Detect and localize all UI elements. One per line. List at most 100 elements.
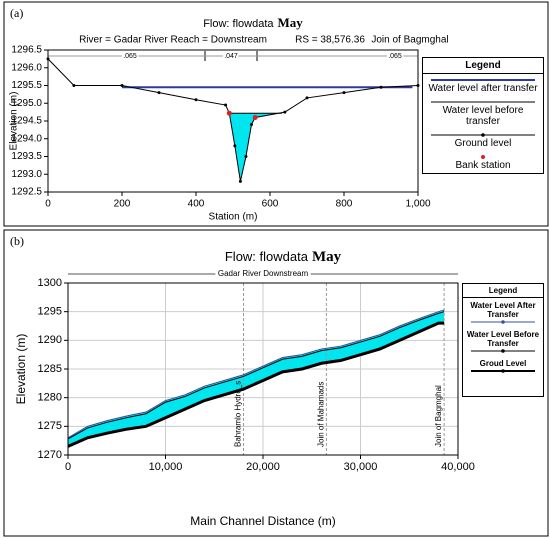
legend-swatch <box>471 369 535 373</box>
y-tick-label: 1293.5 <box>11 151 42 162</box>
legend-swatch <box>431 101 535 103</box>
legend-label: Bank station <box>455 160 511 171</box>
y-tick-label: 1285 <box>38 363 62 375</box>
legend-label: Water level before transfer <box>442 105 524 127</box>
legend-swatch <box>431 133 535 137</box>
chart-title: Flow: flowdata May <box>203 15 303 30</box>
x-tick-label: 0 <box>65 461 71 473</box>
title-text: Flow: flowdata <box>225 249 309 264</box>
legend-entry: Water Level Before Transfer <box>463 327 543 356</box>
legend-swatch <box>431 79 535 81</box>
x-tick-label: 40,000 <box>441 461 475 473</box>
data-point <box>250 123 253 127</box>
legend-entry: Water level after transfer <box>423 74 543 96</box>
x-tick-label: 800 <box>336 199 353 210</box>
title-emphasis: May <box>312 249 342 265</box>
panel-label: (b) <box>10 234 24 248</box>
x-axis-label: Station (m) <box>209 212 258 223</box>
series-line <box>67 311 445 440</box>
series-line <box>67 321 445 448</box>
y-tick-label: 1300 <box>38 277 62 289</box>
subtitle: Join of Bagmghal <box>371 35 448 46</box>
manning-value: .065 <box>388 53 402 60</box>
x-tick-label: 30,000 <box>344 461 378 473</box>
x-tick-label: 20,000 <box>246 461 280 473</box>
reach-label: Gadar River Downstream <box>218 269 309 278</box>
data-point <box>224 103 228 107</box>
legend-entry: Water level before transfer <box>423 96 543 129</box>
y-axis-label: Elevation (m) <box>9 92 20 151</box>
y-tick-label: 1290 <box>38 334 62 346</box>
x-axis-label: Main Channel Distance (m) <box>190 514 335 528</box>
data-point <box>120 84 124 87</box>
y-tick-label: 1294.5 <box>11 116 42 127</box>
panel-label: (a) <box>10 6 23 20</box>
subtitle: RS = 38,576.36 <box>295 35 365 46</box>
legend-entry: Water Level After Transfer <box>463 298 543 327</box>
x-tick-label: 400 <box>188 199 205 210</box>
y-tick-label: 1294.0 <box>11 133 42 144</box>
y-tick-label: 1270 <box>38 449 62 461</box>
legend-title: Legend <box>423 58 543 74</box>
panel-frame <box>3 229 549 537</box>
legend-marker <box>501 349 505 353</box>
plot-border <box>47 49 419 193</box>
y-tick-label: 1292.5 <box>11 187 42 198</box>
legend-entry: Groud Level <box>463 356 543 376</box>
legend-entry: Ground level <box>423 129 543 151</box>
annotation-label: Join of Mahamads <box>316 382 325 447</box>
legend: Legend Water Level After Transfer Water Le… <box>462 283 544 397</box>
annotation-label: Bahramlo Hydro_s <box>234 381 243 447</box>
legend-swatch <box>471 349 535 353</box>
legend-label: Groud Level <box>479 359 527 368</box>
plot-border <box>67 282 459 456</box>
data-point <box>252 114 258 120</box>
y-tick-label: 1295.0 <box>11 98 42 109</box>
x-tick-label: 200 <box>114 199 131 210</box>
panel-frame <box>3 1 549 227</box>
data-point <box>244 155 248 158</box>
annotation-label: Join of Bagmghal <box>434 385 443 447</box>
y-tick-label: 1295 <box>38 306 62 318</box>
legend-label: Water Level Before Transfer <box>466 330 540 348</box>
subtitle: River = Gadar River Reach = Downstream <box>79 35 267 46</box>
legend-marker <box>481 133 485 137</box>
y-tick-label: 1296.5 <box>11 45 42 56</box>
panel: (a) Flow: flowdata May River = Gadar River … <box>3 1 549 227</box>
legend-entry: Bank station <box>423 151 543 173</box>
y-tick-label: 1293.0 <box>11 169 42 180</box>
manning-value: .047 <box>224 53 238 60</box>
x-tick-label: 0 <box>45 199 51 210</box>
data-point <box>72 84 76 87</box>
y-tick-label: 1275 <box>38 420 62 432</box>
y-axis-label: Elevation (m) <box>14 334 28 405</box>
manning-value: .065 <box>123 53 137 60</box>
legend-title: Legend <box>463 284 543 298</box>
data-point <box>342 91 346 95</box>
legend-marker <box>481 155 485 159</box>
water-fill <box>229 112 282 182</box>
data-point <box>194 98 198 102</box>
data-point <box>283 110 287 114</box>
data-point <box>305 96 309 100</box>
x-tick-label: 600 <box>262 199 279 210</box>
title-emphasis: May <box>278 15 304 30</box>
data-point <box>233 144 237 148</box>
legend-label: Water Level After Transfer <box>470 301 536 319</box>
legend-label: Ground level <box>454 138 512 149</box>
legend: Legend Water level after transfer Water le… <box>422 57 544 174</box>
legend-label: Water level after transfer <box>428 83 538 94</box>
chart-title: Flow: flowdata May <box>225 249 342 265</box>
y-tick-label: 1295.5 <box>11 80 42 91</box>
series-line <box>67 309 445 439</box>
y-tick-label: 1280 <box>38 392 62 404</box>
data-point <box>238 179 242 183</box>
y-tick-label: 1296.0 <box>11 62 42 73</box>
legend-swatch <box>471 320 535 324</box>
data-point <box>226 110 232 116</box>
data-point <box>157 91 161 95</box>
legend-marker <box>501 369 505 373</box>
